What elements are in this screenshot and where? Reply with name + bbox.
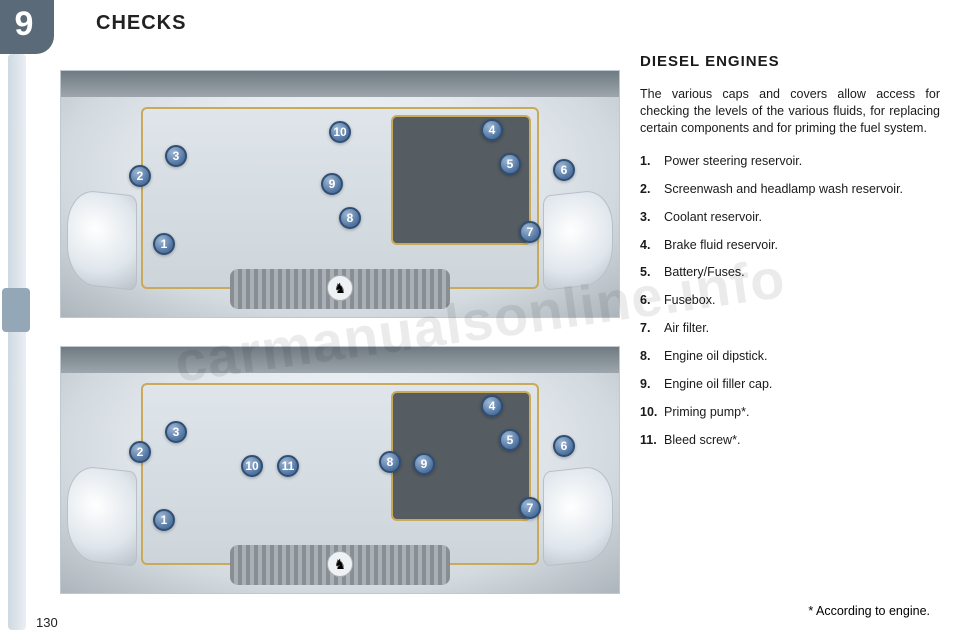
headlamp-left <box>67 464 137 566</box>
callout-4: 4 <box>481 395 503 417</box>
brand-badge: ♞ <box>327 275 353 301</box>
list-item: 7.Air filter. <box>640 320 940 337</box>
list-item-number: 2. <box>640 181 664 198</box>
list-item-number: 3. <box>640 209 664 226</box>
list-item: 6.Fusebox. <box>640 292 940 309</box>
callout-8: 8 <box>379 451 401 473</box>
list-item: 1.Power steering reservoir. <box>640 153 940 170</box>
airbox <box>391 115 531 245</box>
list-item-number: 6. <box>640 292 664 309</box>
list-item: 5.Battery/Fuses. <box>640 264 940 281</box>
callout-9: 9 <box>413 453 435 475</box>
page-title: CHECKS <box>96 12 186 35</box>
list-item-text: Power steering reservoir. <box>664 153 802 170</box>
headlamp-left <box>67 188 137 290</box>
list-item: 8.Engine oil dipstick. <box>640 348 940 365</box>
text-column: DIESEL ENGINES The various caps and cove… <box>640 52 940 460</box>
callout-5: 5 <box>499 429 521 451</box>
list-item-text: Screenwash and headlamp wash reservoir. <box>664 181 903 198</box>
list-item: 2.Screenwash and headlamp wash reservoir… <box>640 181 940 198</box>
hood-edge <box>61 347 619 373</box>
callout-2: 2 <box>129 441 151 463</box>
callout-6: 6 <box>553 159 575 181</box>
list-item-number: 11. <box>640 432 664 449</box>
list-item-text: Coolant reservoir. <box>664 209 762 226</box>
callout-7: 7 <box>519 497 541 519</box>
callout-4: 4 <box>481 119 503 141</box>
callout-7: 7 <box>519 221 541 243</box>
chapter-number-tab: 9 <box>0 0 54 54</box>
list-item: 11.Bleed screw*. <box>640 432 940 449</box>
intro-paragraph: The various caps and covers allow access… <box>640 86 940 137</box>
section-heading: DIESEL ENGINES <box>640 52 940 72</box>
list-item-text: Bleed screw*. <box>664 432 740 449</box>
callout-3: 3 <box>165 421 187 443</box>
engine-diagram-top: ♞ 12345678910 <box>60 70 620 318</box>
callout-2: 2 <box>129 165 151 187</box>
engine-diagram-bottom: ♞ 1234567891011 <box>60 346 620 594</box>
callout-9: 9 <box>321 173 343 195</box>
list-item-number: 4. <box>640 237 664 254</box>
hood-edge <box>61 71 619 97</box>
headlamp-right <box>543 464 613 566</box>
list-item-text: Brake fluid reservoir. <box>664 237 778 254</box>
list-item-text: Fusebox. <box>664 292 715 309</box>
chapter-number: 9 <box>15 5 34 44</box>
callout-6: 6 <box>553 435 575 457</box>
list-item: 4.Brake fluid reservoir. <box>640 237 940 254</box>
list-item-number: 7. <box>640 320 664 337</box>
airbox <box>391 391 531 521</box>
list-item-text: Engine oil dipstick. <box>664 348 768 365</box>
footnote: * According to engine. <box>808 604 930 618</box>
list-item-number: 5. <box>640 264 664 281</box>
figures-column: ♞ 12345678910 ♞ 1234567891011 <box>60 70 620 622</box>
page-number: 130 <box>36 615 58 630</box>
headlamp-right <box>543 188 613 290</box>
callout-3: 3 <box>165 145 187 167</box>
list-item: 3.Coolant reservoir. <box>640 209 940 226</box>
callout-8: 8 <box>339 207 361 229</box>
brand-badge: ♞ <box>327 551 353 577</box>
list-item-number: 1. <box>640 153 664 170</box>
list-item-number: 9. <box>640 376 664 393</box>
list-item-text: Priming pump*. <box>664 404 749 421</box>
list-item: 10.Priming pump*. <box>640 404 940 421</box>
callout-5: 5 <box>499 153 521 175</box>
side-tab <box>2 288 30 332</box>
list-item-number: 10. <box>640 404 664 421</box>
list-item: 9.Engine oil filler cap. <box>640 376 940 393</box>
list-item-number: 8. <box>640 348 664 365</box>
list-item-text: Air filter. <box>664 320 709 337</box>
callout-1: 1 <box>153 233 175 255</box>
component-list: 1.Power steering reservoir.2.Screenwash … <box>640 153 940 449</box>
side-rail <box>8 54 26 630</box>
callout-11: 11 <box>277 455 299 477</box>
callout-1: 1 <box>153 509 175 531</box>
callout-10: 10 <box>241 455 263 477</box>
list-item-text: Engine oil filler cap. <box>664 376 772 393</box>
list-item-text: Battery/Fuses. <box>664 264 745 281</box>
callout-10: 10 <box>329 121 351 143</box>
